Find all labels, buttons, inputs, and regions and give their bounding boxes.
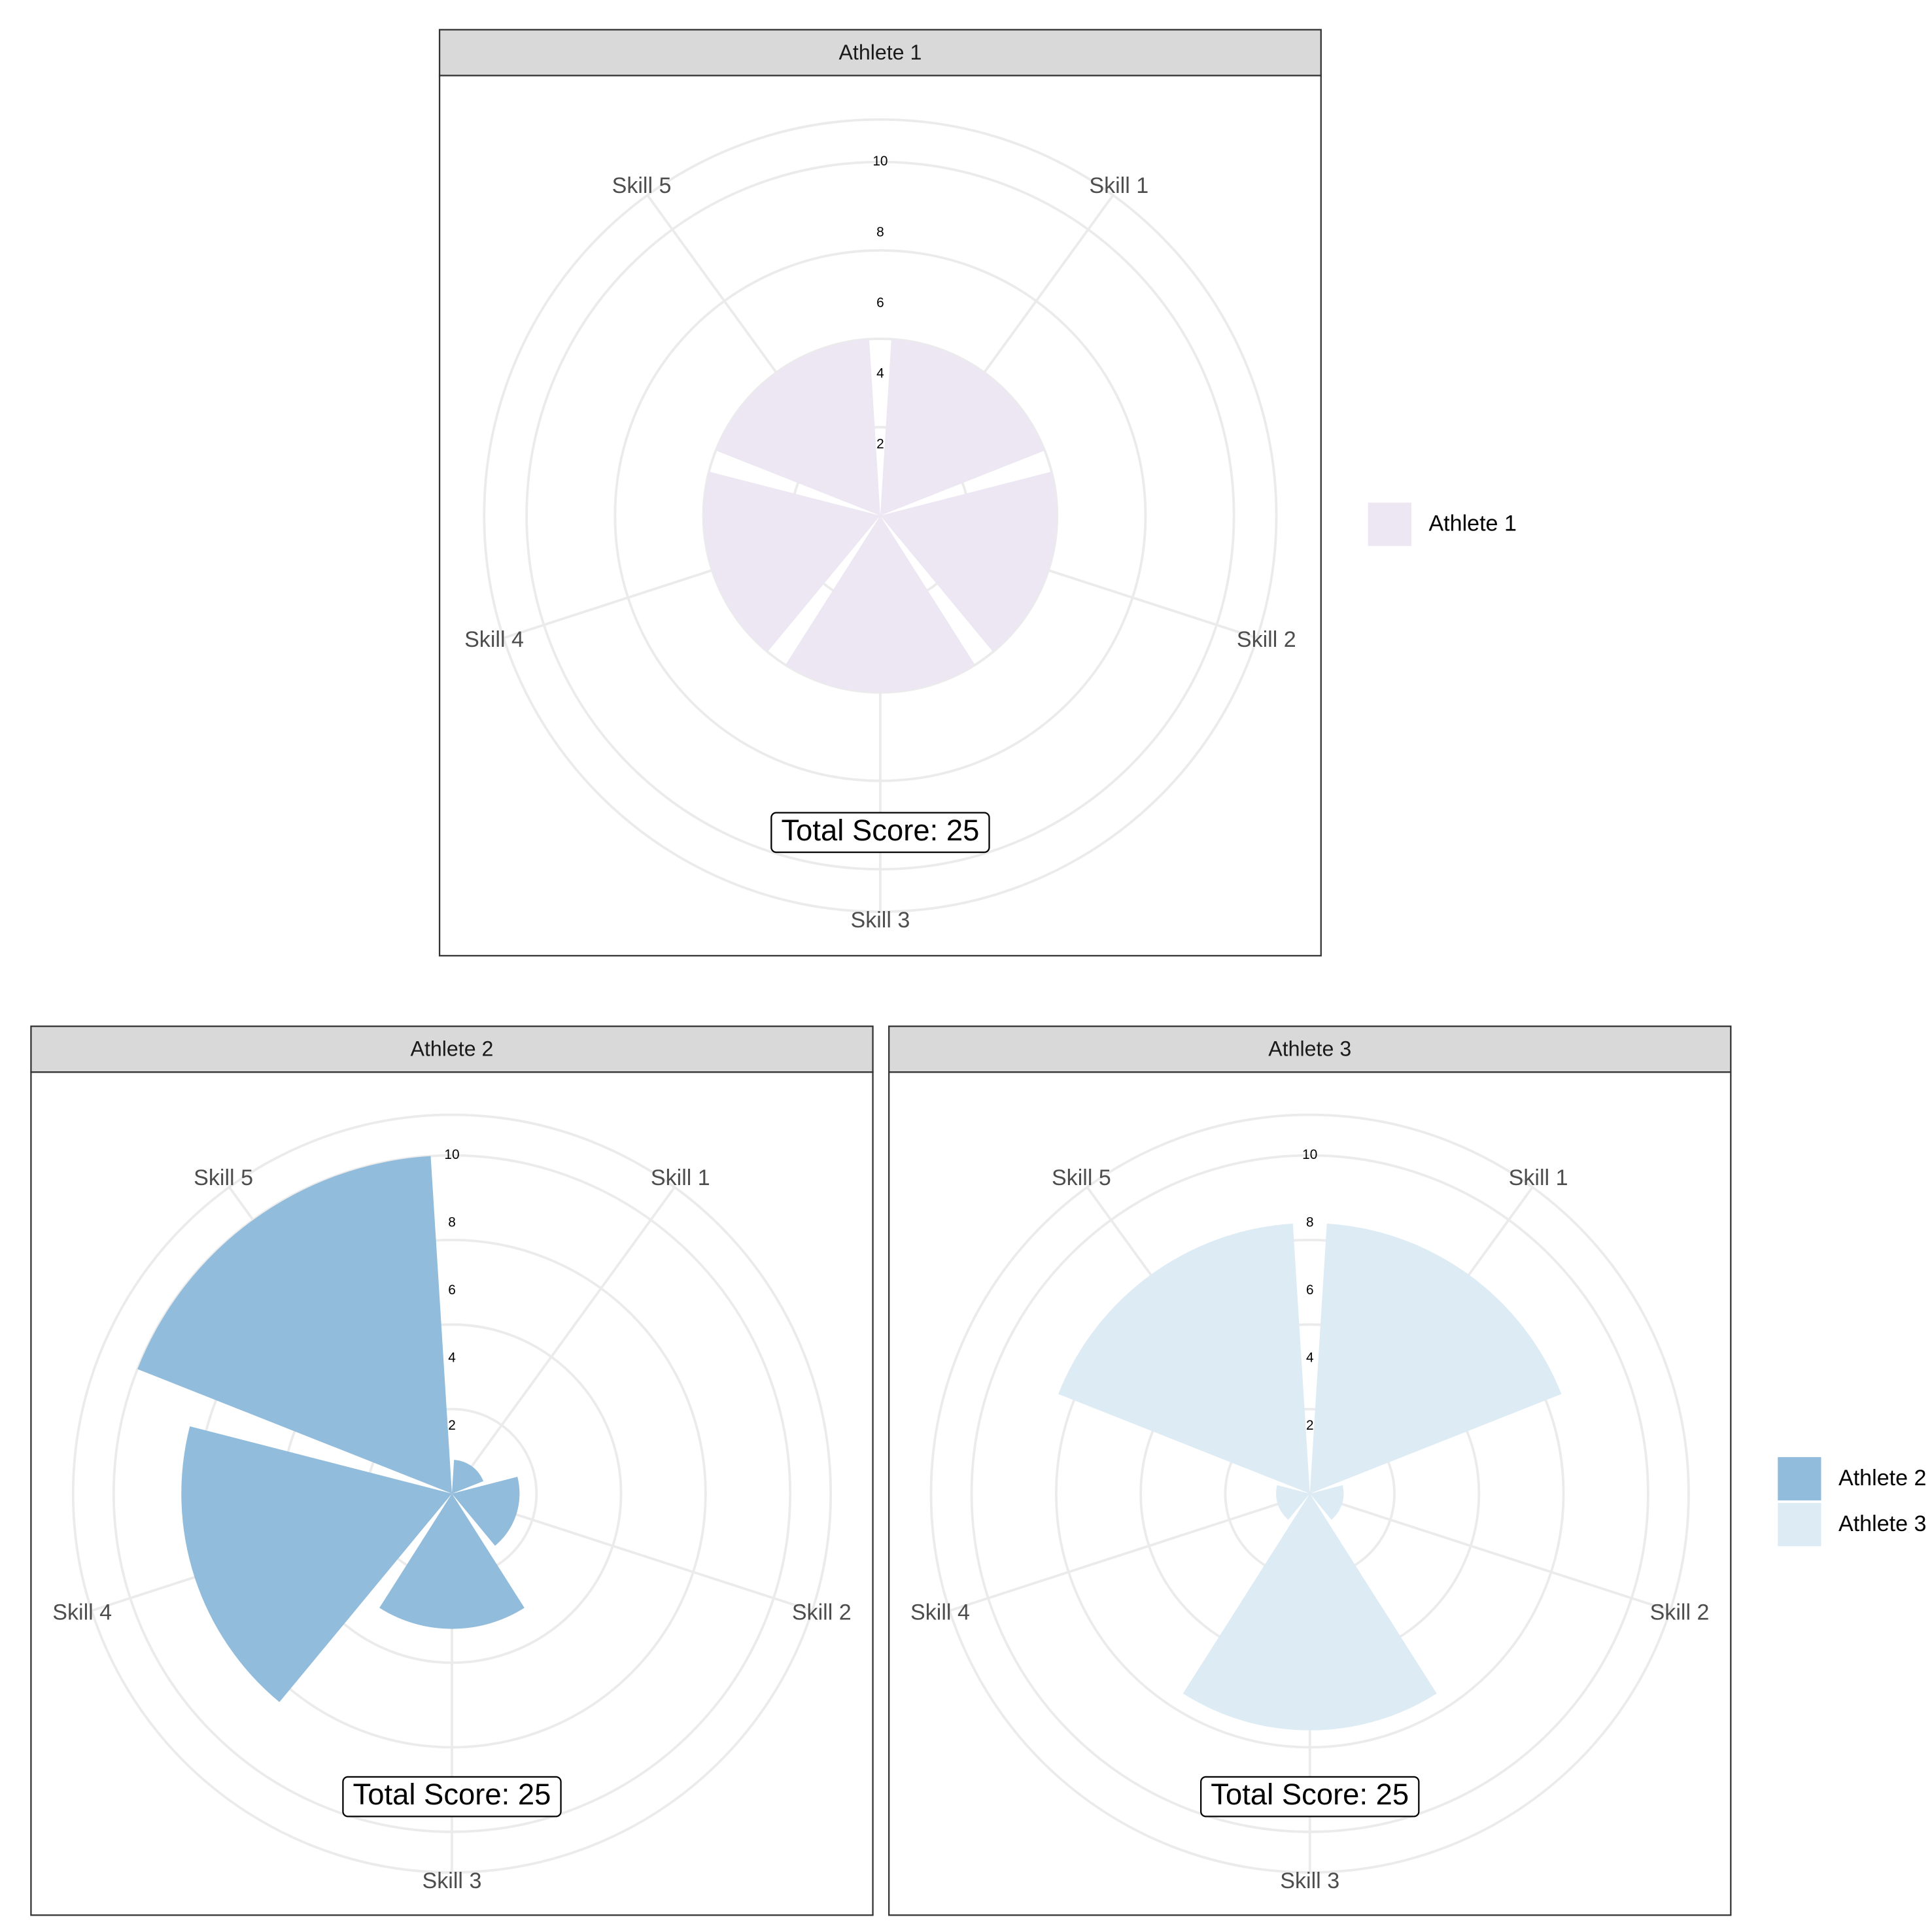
y-tick-label: 2 xyxy=(1306,1418,1314,1433)
annotation: Total Score: 25 xyxy=(353,1778,551,1811)
strip-title: Athlete 1 xyxy=(838,41,922,64)
y-tick-label: 4 xyxy=(448,1350,456,1365)
y-tick-label: 10 xyxy=(872,154,888,169)
strip xyxy=(438,29,1322,77)
bar xyxy=(181,1426,452,1702)
annotation: Total Score: 25 xyxy=(1211,1778,1409,1811)
spoke xyxy=(949,1492,1311,1612)
y-tick-label: 10 xyxy=(444,1147,459,1162)
y-tick-label: 6 xyxy=(1306,1283,1314,1298)
legend-key xyxy=(1368,502,1411,546)
legend-label: Athlete 1 xyxy=(1428,511,1516,536)
category-label: Skill 1 xyxy=(1509,1165,1568,1190)
category-label: Skill 2 xyxy=(792,1600,852,1625)
category-label: Skill 5 xyxy=(194,1165,253,1190)
legend-key xyxy=(1778,1456,1821,1501)
bar xyxy=(1182,1493,1437,1731)
category-label: Skill 1 xyxy=(1089,173,1148,198)
bar xyxy=(451,1460,484,1494)
bar xyxy=(1276,1485,1310,1520)
bar xyxy=(451,1477,520,1546)
spoke xyxy=(451,1186,676,1494)
bar xyxy=(1309,1485,1344,1520)
category-label: Skill 4 xyxy=(910,1600,970,1625)
strip-title: Athlete 2 xyxy=(411,1037,494,1061)
y-tick-label: 6 xyxy=(448,1283,456,1298)
category-label: Skill 5 xyxy=(1052,1165,1111,1190)
bar xyxy=(880,339,1045,516)
legend-label: Athlete 3 xyxy=(1838,1511,1926,1536)
bar xyxy=(716,339,880,516)
category-label: Skill 5 xyxy=(612,173,672,198)
strip-title: Athlete 3 xyxy=(1268,1037,1351,1061)
bar xyxy=(379,1493,525,1629)
y-tick-label: 6 xyxy=(876,295,884,310)
y-tick-label: 4 xyxy=(876,366,884,381)
y-tick-label: 8 xyxy=(1306,1215,1314,1230)
bar xyxy=(880,472,1058,652)
bar xyxy=(785,515,975,693)
category-label: Skill 3 xyxy=(1280,1869,1339,1893)
legend-key xyxy=(1778,1502,1821,1547)
category-label: Skill 2 xyxy=(1237,627,1296,652)
strip xyxy=(30,1025,874,1073)
legend-label: Athlete 2 xyxy=(1838,1466,1926,1491)
y-tick-label: 8 xyxy=(448,1215,456,1230)
y-tick-label: 8 xyxy=(876,224,884,239)
category-label: Skill 1 xyxy=(651,1165,710,1190)
y-tick-label: 4 xyxy=(1306,1350,1314,1365)
outer-circle xyxy=(483,118,1278,913)
annotation-box xyxy=(342,1776,562,1818)
category-label: Skill 4 xyxy=(52,1600,112,1625)
category-label: Skill 4 xyxy=(464,627,524,652)
bar xyxy=(1058,1223,1310,1494)
bar xyxy=(703,472,880,652)
bar xyxy=(137,1156,452,1494)
spoke xyxy=(1309,1492,1671,1612)
annotation: Total Score: 25 xyxy=(781,814,979,847)
annotation-box xyxy=(1200,1776,1420,1818)
bar xyxy=(1309,1223,1562,1494)
annotation-box xyxy=(770,812,990,853)
category-label: Skill 3 xyxy=(850,908,910,933)
y-tick-label: 10 xyxy=(1302,1147,1317,1162)
strip xyxy=(888,1025,1732,1073)
category-label: Skill 3 xyxy=(423,1869,482,1893)
y-tick-label: 2 xyxy=(876,437,884,452)
category-label: Skill 2 xyxy=(1650,1600,1710,1625)
y-tick-label: 2 xyxy=(448,1418,456,1433)
